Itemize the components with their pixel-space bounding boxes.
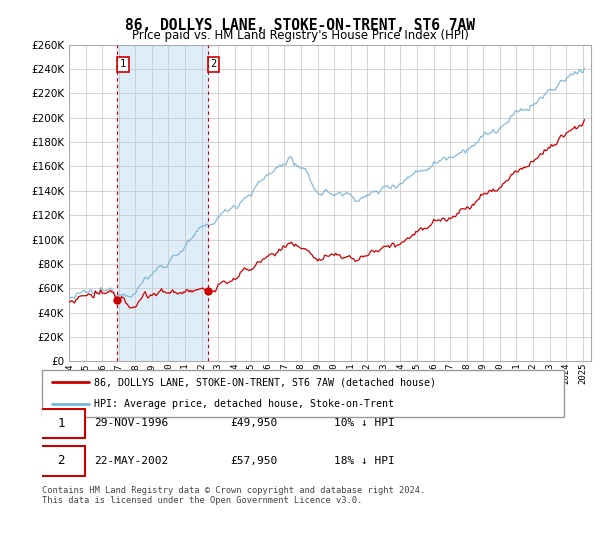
Text: 86, DOLLYS LANE, STOKE-ON-TRENT, ST6 7AW: 86, DOLLYS LANE, STOKE-ON-TRENT, ST6 7AW xyxy=(125,18,475,34)
Text: 2: 2 xyxy=(57,454,65,467)
Text: £57,950: £57,950 xyxy=(230,455,277,465)
Text: 10% ↓ HPI: 10% ↓ HPI xyxy=(334,418,395,428)
Text: 29-NOV-1996: 29-NOV-1996 xyxy=(94,418,169,428)
Text: 18% ↓ HPI: 18% ↓ HPI xyxy=(334,455,395,465)
Bar xyxy=(61,45,69,361)
Text: Price paid vs. HM Land Registry's House Price Index (HPI): Price paid vs. HM Land Registry's House … xyxy=(131,29,469,42)
Text: 1: 1 xyxy=(57,417,65,430)
Bar xyxy=(117,45,208,361)
Text: 1: 1 xyxy=(120,59,126,69)
Text: £49,950: £49,950 xyxy=(230,418,277,428)
Text: 2: 2 xyxy=(211,59,217,69)
Text: HPI: Average price, detached house, Stoke-on-Trent: HPI: Average price, detached house, Stok… xyxy=(94,399,394,409)
Text: 22-MAY-2002: 22-MAY-2002 xyxy=(94,455,169,465)
Text: 86, DOLLYS LANE, STOKE-ON-TRENT, ST6 7AW (detached house): 86, DOLLYS LANE, STOKE-ON-TRENT, ST6 7AW… xyxy=(94,377,436,388)
FancyBboxPatch shape xyxy=(42,370,564,417)
FancyBboxPatch shape xyxy=(37,446,85,476)
Text: Contains HM Land Registry data © Crown copyright and database right 2024.
This d: Contains HM Land Registry data © Crown c… xyxy=(42,486,425,505)
FancyBboxPatch shape xyxy=(37,409,85,438)
